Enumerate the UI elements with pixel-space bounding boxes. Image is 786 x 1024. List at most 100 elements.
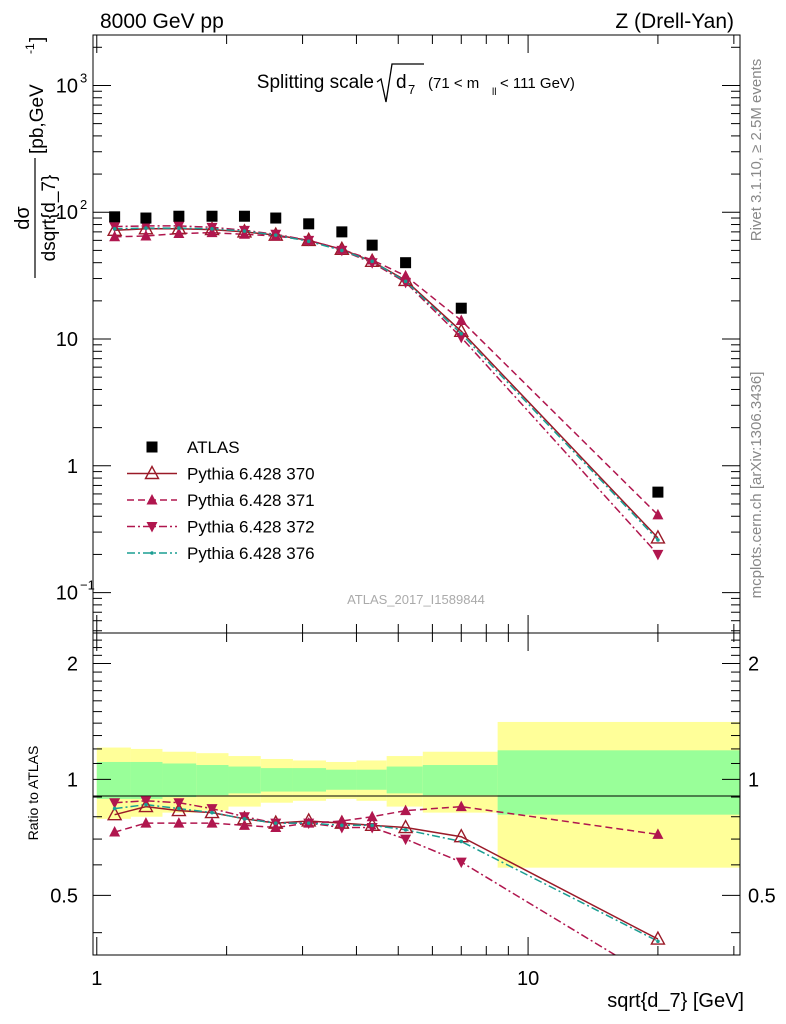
series-2-main-point <box>109 230 121 242</box>
legend-marker <box>144 465 160 480</box>
main-y-tick-label-exponent: 2 <box>80 197 87 212</box>
inner-band-segment <box>228 766 261 794</box>
header-right: Z (Drell-Yan) <box>615 10 734 33</box>
series-0-main-point <box>303 218 315 230</box>
series-2-ratio-point <box>140 817 152 828</box>
header-left: 8000 GeV pp <box>100 10 224 33</box>
ylabel-units-close: ] <box>27 37 48 42</box>
legend-entry: Pythia 6.428 372 <box>127 518 315 537</box>
legend-entry: Pythia 6.428 371 <box>127 491 315 510</box>
plot-title-symbol: d <box>396 72 407 93</box>
ratio-plot-frame <box>92 632 741 956</box>
series-4-main-point <box>370 259 374 264</box>
series-4-ratio-point <box>306 821 311 825</box>
series-0-main-point <box>336 226 348 238</box>
plot-title-range-end: < 111 GeV) <box>500 75 575 92</box>
series-4-main-point <box>403 279 408 284</box>
series-3-ratio-point <box>455 857 467 869</box>
inner-band-segment <box>162 763 197 798</box>
ratio-y-tick-label-right: 2 <box>748 653 759 675</box>
legend-entry: ATLAS <box>146 438 240 457</box>
series-0-main-point <box>366 239 378 251</box>
series-4-ratio-point <box>340 823 344 828</box>
series-4-ratio-point <box>242 817 247 821</box>
legend: ATLAS Pythia 6.428 370 Pythia 6.428 371 Pyt… <box>127 438 315 563</box>
legend-marker <box>146 522 158 533</box>
y-axis-label-main: dσ dsqrt{d_7} [pb,GeV -1 ] <box>12 37 60 278</box>
ratio-y-tick-label: 0.5 <box>50 885 78 907</box>
plot-title-range: (71 < m <box>428 75 479 92</box>
series-4-main-point <box>340 248 344 253</box>
series-4-ratio-point <box>370 823 374 828</box>
inner-band-segment <box>260 768 293 792</box>
series-0-main-point <box>109 211 121 223</box>
ylabel-numerator: dσ <box>12 206 34 230</box>
x-tick-label: 1 <box>91 968 102 990</box>
plot-title-prefix: Splitting scale <box>257 72 374 93</box>
ylabel-units-exp: -1 <box>23 43 37 54</box>
series-0-main-point <box>270 212 282 224</box>
series-4-ratio-point <box>459 839 464 844</box>
series-2-ratio-point <box>336 814 348 826</box>
series-1-ratio-point <box>138 798 154 813</box>
legend-label: Pythia 6.428 370 <box>187 465 315 484</box>
series-4-main-point <box>177 226 181 230</box>
series-4-ratio-point <box>656 939 660 944</box>
side-text-mcplots: mcplots.cern.ch [arXiv:1306.3436] <box>748 372 765 599</box>
series-4-main-point <box>112 227 117 231</box>
inner-band-segment <box>196 765 229 796</box>
series-0-main-point <box>652 486 664 498</box>
legend-marker <box>146 441 158 453</box>
main-y-tick-label-exponent: −1 <box>80 578 95 593</box>
ratio-series-markers <box>106 796 666 987</box>
series-4-ratio-point <box>210 810 214 815</box>
main-series-markers <box>106 210 666 561</box>
series-4-ratio-point <box>112 806 117 811</box>
series-2-main-point <box>455 314 467 325</box>
legend-marker <box>150 551 154 555</box>
series-1-ratio-point <box>650 930 666 945</box>
ratio-y-tick-label-right: 1 <box>748 769 759 791</box>
plot-title-range-sub: ll <box>492 87 496 98</box>
sqrt-sign <box>376 63 424 103</box>
legend-label: Pythia 6.428 372 <box>187 518 315 537</box>
series-0-main-point <box>140 212 152 224</box>
ylabel-denominator: dsqrt{d_7} <box>39 175 60 262</box>
series-4-main-point <box>273 233 278 237</box>
series-1-main-point <box>650 529 666 544</box>
main-y-tick-label: 10 <box>56 202 78 224</box>
inner-band-segment <box>130 761 163 799</box>
series-3-ratio-point <box>336 823 348 834</box>
series-3-main-point <box>455 332 467 344</box>
legend-label: Pythia 6.428 376 <box>187 544 315 563</box>
legend-label: ATLAS <box>187 438 240 457</box>
series-0-main-point <box>455 302 467 314</box>
inner-band-segment <box>386 766 423 794</box>
inner-band-segment <box>356 769 387 790</box>
series-3-ratio-point <box>366 823 378 834</box>
plot-title-subscript: 7 <box>408 82 415 97</box>
ratio-y-tick-label-right: 0.5 <box>748 885 776 907</box>
series-2-main-point <box>400 269 412 281</box>
legend-marker <box>146 494 158 505</box>
series-2-ratio-point <box>455 800 467 812</box>
x-tick-label: 10 <box>517 968 539 990</box>
ylabel-units: [pb,GeV <box>27 84 48 154</box>
series-0-main-point <box>173 210 185 222</box>
series-3-ratio-point <box>652 976 663 987</box>
series-3-main-line <box>114 225 659 555</box>
inner-band-segment <box>96 761 131 799</box>
series-4-main-point <box>210 227 214 231</box>
series-1-ratio-line <box>114 805 659 940</box>
series-3-ratio-point <box>140 796 152 807</box>
series-2-ratio-point <box>109 826 121 837</box>
series-2-ratio-point <box>238 819 250 830</box>
axis-ticks <box>93 35 740 955</box>
series-1-ratio-point <box>397 819 414 834</box>
x-axis-label: sqrt{d_7} [GeV] <box>607 990 744 1012</box>
series-3-ratio-point <box>173 798 185 809</box>
series-4-main-point <box>656 538 660 542</box>
series-4-main-point <box>459 331 464 336</box>
series-2-ratio-point <box>400 804 412 816</box>
analysis-watermark: ATLAS_2017_I1589844 <box>347 592 485 607</box>
